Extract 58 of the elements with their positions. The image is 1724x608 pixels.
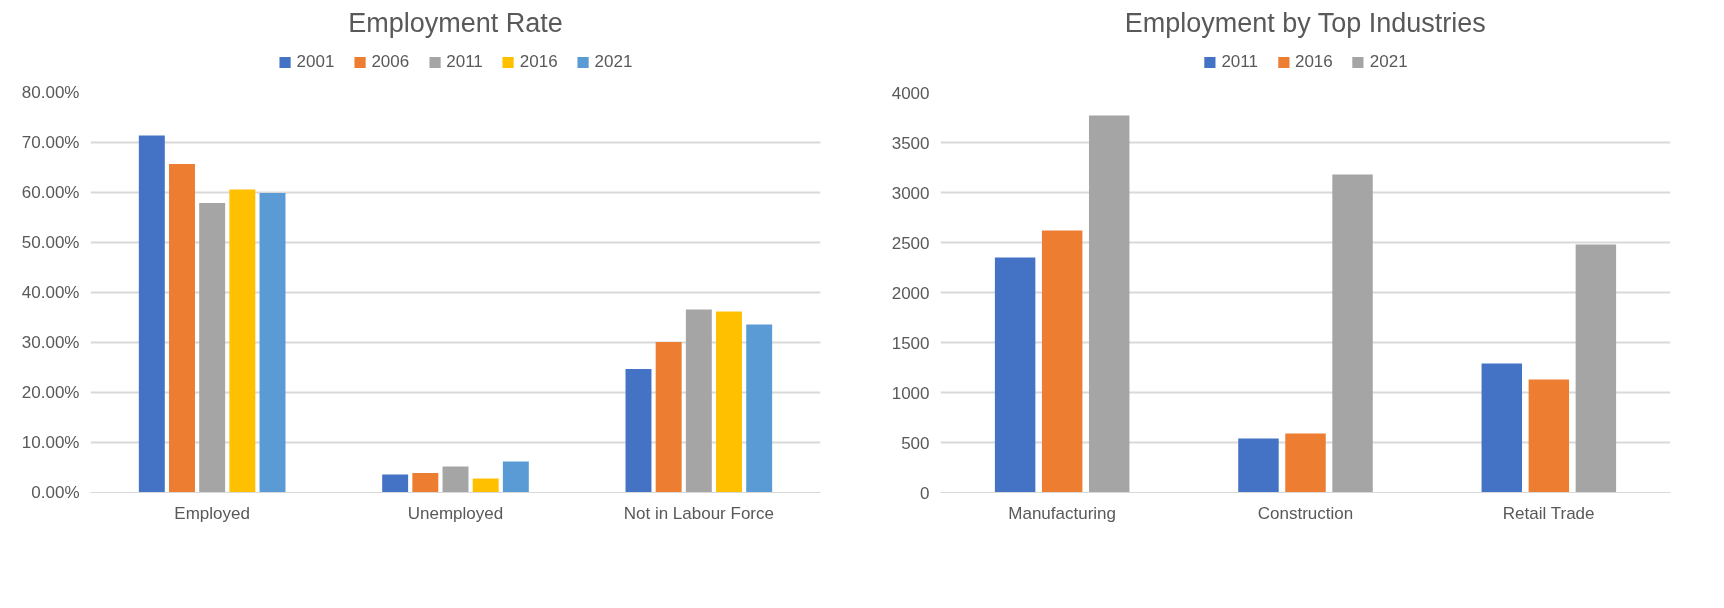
bar	[685, 309, 712, 493]
y-tick-label: 0.00%	[31, 483, 80, 502]
bar	[1041, 230, 1083, 493]
bar	[412, 473, 439, 493]
bar	[1528, 379, 1570, 493]
bar	[442, 466, 469, 493]
chart-title: Employment by Top Industries	[1124, 7, 1486, 38]
y-tick-label: 2500	[891, 233, 930, 253]
x-tick-label: Construction	[1257, 503, 1354, 523]
y-tick-label: 30.00%	[21, 333, 80, 352]
y-tick-label: 40.00%	[21, 283, 80, 302]
bar	[1332, 174, 1373, 493]
bar	[1238, 438, 1279, 493]
y-tick-label: 2000	[891, 283, 930, 303]
chart-title: Employment Rate	[348, 7, 563, 38]
y-tick-label: 3000	[891, 183, 930, 203]
bar	[994, 257, 1036, 493]
y-tick-label: 80.00%	[21, 83, 80, 102]
x-tick-label: Employed	[174, 503, 250, 523]
bar	[169, 164, 195, 493]
bar	[502, 461, 529, 493]
bar	[259, 193, 286, 493]
y-tick-label: 20.00%	[21, 383, 80, 402]
bar	[199, 203, 226, 493]
y-tick-label: 1500	[891, 333, 930, 353]
x-tick-label: Retail Trade	[1502, 503, 1595, 523]
y-tick-label: 3500	[891, 133, 930, 153]
bar	[1285, 433, 1326, 493]
bar	[655, 342, 682, 493]
legend-label: 2021	[594, 52, 633, 72]
y-tick-label: 0	[920, 483, 930, 503]
x-tick-label: Manufacturing	[1008, 503, 1117, 523]
bar	[229, 189, 256, 493]
bar	[472, 478, 499, 493]
legend-label: 2006	[371, 52, 410, 72]
bar	[625, 369, 652, 493]
legend-label: 2011	[446, 52, 483, 72]
legend-label: 2021	[1369, 52, 1408, 72]
bar	[716, 311, 742, 493]
legend-label: 2016	[1294, 52, 1333, 72]
y-tick-label: 1000	[891, 383, 930, 403]
y-tick-label: 70.00%	[21, 133, 80, 152]
legend-label: 2011	[1221, 52, 1258, 72]
x-tick-label: Unemployed	[407, 503, 504, 523]
bar	[746, 324, 773, 493]
bar	[1088, 115, 1130, 493]
legend-label: 2016	[519, 52, 558, 72]
bar	[1575, 244, 1617, 493]
bar	[382, 474, 409, 493]
y-tick-label: 50.00%	[21, 233, 80, 252]
y-tick-label: 4000	[891, 83, 930, 103]
x-tick-label: Not in Labour Force	[623, 503, 774, 523]
bar	[138, 135, 165, 493]
legend-label: 2001	[296, 52, 335, 72]
y-tick-label: 10.00%	[21, 433, 80, 452]
y-tick-label: 60.00%	[21, 183, 80, 202]
bar	[1481, 363, 1523, 493]
y-tick-label: 500	[901, 433, 930, 453]
